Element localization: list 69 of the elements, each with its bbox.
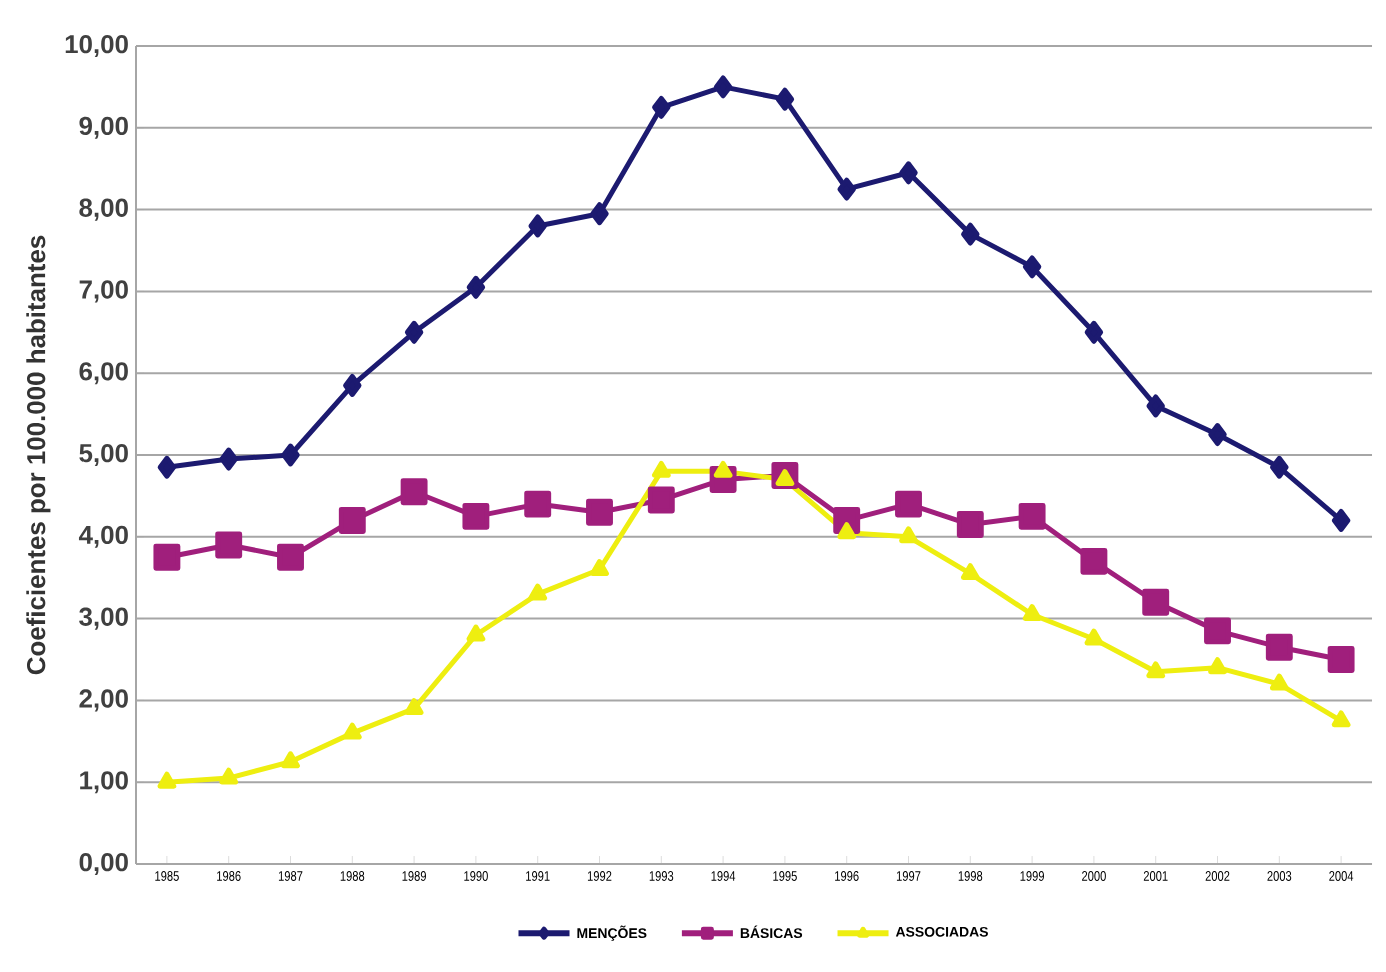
- point: [960, 563, 980, 581]
- point: [157, 455, 177, 479]
- point: [462, 502, 490, 530]
- point: [775, 469, 795, 487]
- point: [215, 531, 243, 559]
- point: [1146, 394, 1165, 418]
- y-tick-label: 1,00: [80, 771, 128, 794]
- point: [1018, 502, 1046, 530]
- point: [343, 374, 362, 397]
- point: [404, 320, 424, 344]
- point: [342, 722, 362, 740]
- y-tick-label: 8,00: [79, 198, 128, 221]
- point: [524, 490, 552, 518]
- point: [1084, 320, 1104, 344]
- point: [466, 275, 486, 299]
- y-tick-label: 9,00: [79, 116, 128, 139]
- point: [1022, 604, 1042, 621]
- point: [528, 583, 548, 601]
- point: [277, 543, 304, 571]
- point: [652, 95, 671, 119]
- point: [1208, 657, 1227, 675]
- point: [528, 214, 547, 238]
- point: [586, 498, 613, 526]
- point: [219, 767, 239, 785]
- y-tick-label: 3,00: [79, 607, 128, 630]
- y-tick-label: 10,00: [65, 34, 128, 58]
- point: [466, 624, 486, 642]
- y-tick-label: 0,00: [79, 852, 128, 876]
- point: [899, 526, 918, 544]
- point: [338, 506, 366, 534]
- point: [1022, 255, 1042, 279]
- point: [281, 751, 300, 769]
- point: [713, 75, 733, 99]
- point: [775, 87, 795, 111]
- point: [651, 460, 671, 478]
- point: [647, 486, 675, 514]
- point: [1270, 455, 1289, 479]
- point: [837, 177, 856, 201]
- point: [837, 522, 857, 540]
- point: [281, 443, 300, 467]
- y-tick-label: 5,00: [79, 443, 128, 467]
- y-tick-label: 6,00: [79, 362, 128, 385]
- y-axis-title: Coeficientes por 100.000 habitantes: [26, 235, 51, 675]
- point: [590, 202, 609, 226]
- point: [1265, 633, 1293, 661]
- point: [219, 447, 238, 471]
- point: [1080, 547, 1108, 575]
- point: [1331, 508, 1351, 532]
- point: [1204, 617, 1231, 645]
- y-tick-label: 2,00: [79, 689, 128, 712]
- point: [1327, 646, 1355, 673]
- point: [590, 559, 609, 576]
- point: [1269, 673, 1289, 691]
- point: [1146, 661, 1166, 679]
- point: [404, 698, 424, 716]
- point: [1142, 588, 1170, 616]
- point: [899, 161, 918, 185]
- point: [961, 222, 980, 246]
- point: [1208, 423, 1227, 447]
- point: [895, 490, 922, 518]
- point: [400, 478, 428, 506]
- point: [153, 543, 181, 571]
- point: [713, 460, 733, 478]
- point: [1084, 628, 1104, 646]
- y-tick-label: 4,00: [78, 525, 128, 548]
- point: [1331, 710, 1351, 728]
- point: [157, 771, 177, 789]
- point: [956, 511, 984, 538]
- y-tick-label: 7,00: [79, 280, 128, 303]
